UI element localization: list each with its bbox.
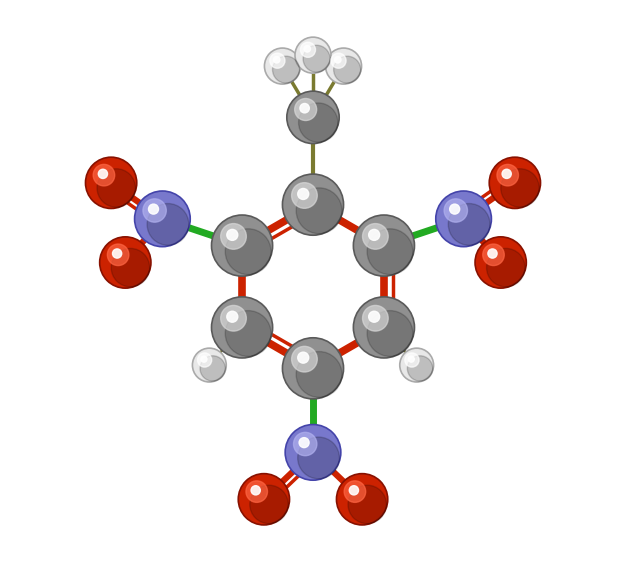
Circle shape xyxy=(344,481,366,503)
Circle shape xyxy=(221,305,247,331)
Circle shape xyxy=(349,486,359,495)
Circle shape xyxy=(251,486,260,495)
Circle shape xyxy=(201,356,207,362)
Circle shape xyxy=(287,91,339,144)
Circle shape xyxy=(282,174,344,235)
Circle shape xyxy=(490,157,540,209)
Circle shape xyxy=(295,99,317,120)
Circle shape xyxy=(148,204,158,214)
Circle shape xyxy=(227,229,238,241)
Circle shape xyxy=(212,215,273,276)
Circle shape xyxy=(227,311,238,322)
Circle shape xyxy=(143,199,167,222)
Circle shape xyxy=(304,46,310,52)
Circle shape xyxy=(488,249,497,258)
Circle shape xyxy=(334,56,361,83)
Circle shape xyxy=(367,229,413,274)
Circle shape xyxy=(449,204,459,214)
Circle shape xyxy=(448,203,490,245)
Circle shape xyxy=(326,48,362,84)
Circle shape xyxy=(197,353,212,367)
Circle shape xyxy=(362,305,388,331)
Circle shape xyxy=(334,57,341,63)
Circle shape xyxy=(486,248,525,287)
Circle shape xyxy=(300,104,309,113)
Circle shape xyxy=(107,244,129,265)
Circle shape xyxy=(369,311,379,322)
Circle shape xyxy=(221,223,247,249)
Circle shape xyxy=(111,248,150,287)
Circle shape xyxy=(270,53,285,68)
Circle shape xyxy=(362,223,388,249)
Circle shape xyxy=(135,191,190,246)
Circle shape xyxy=(298,437,339,479)
Circle shape xyxy=(405,353,419,367)
Circle shape xyxy=(369,229,379,241)
Circle shape xyxy=(367,311,413,356)
Circle shape xyxy=(298,189,309,199)
Circle shape xyxy=(336,474,387,525)
Circle shape xyxy=(147,203,189,245)
Circle shape xyxy=(483,244,505,265)
Circle shape xyxy=(502,169,511,178)
Circle shape xyxy=(299,103,338,142)
Circle shape xyxy=(98,169,108,178)
Circle shape xyxy=(246,481,267,503)
Circle shape xyxy=(303,45,330,72)
Circle shape xyxy=(300,42,316,57)
Circle shape xyxy=(93,164,115,186)
Circle shape xyxy=(292,183,317,209)
Circle shape xyxy=(225,229,271,274)
Circle shape xyxy=(97,168,135,207)
Circle shape xyxy=(353,297,414,358)
Circle shape xyxy=(501,168,539,207)
Circle shape xyxy=(212,297,273,358)
Circle shape xyxy=(444,199,468,222)
Circle shape xyxy=(353,215,414,276)
Circle shape xyxy=(408,356,414,362)
Circle shape xyxy=(299,438,309,448)
Circle shape xyxy=(225,311,271,356)
Circle shape xyxy=(298,352,309,363)
Circle shape xyxy=(272,56,300,83)
Circle shape xyxy=(436,191,491,246)
Circle shape xyxy=(192,348,226,382)
Circle shape xyxy=(250,485,288,524)
Circle shape xyxy=(294,433,317,456)
Circle shape xyxy=(292,346,317,372)
Circle shape xyxy=(239,474,290,525)
Circle shape xyxy=(113,249,121,258)
Circle shape xyxy=(295,37,331,73)
Circle shape xyxy=(200,356,225,381)
Circle shape xyxy=(296,352,342,397)
Circle shape xyxy=(475,237,526,288)
Circle shape xyxy=(400,348,434,382)
Circle shape xyxy=(331,53,346,68)
Circle shape xyxy=(86,157,136,209)
Circle shape xyxy=(282,338,344,399)
Circle shape xyxy=(408,356,433,381)
Circle shape xyxy=(285,425,341,480)
Circle shape xyxy=(497,164,518,186)
Circle shape xyxy=(296,188,342,234)
Circle shape xyxy=(100,237,151,288)
Circle shape xyxy=(264,48,300,84)
Circle shape xyxy=(274,57,280,63)
Circle shape xyxy=(348,485,386,524)
